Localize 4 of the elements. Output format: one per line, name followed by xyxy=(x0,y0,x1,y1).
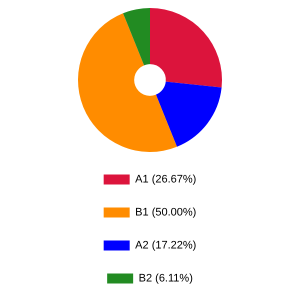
legend-label: B1 (50.00%) xyxy=(135,206,196,219)
legend-label: A1 (26.67%) xyxy=(135,174,196,186)
legend-label: B2 (6.11%) xyxy=(138,272,193,285)
legend-label: A2 (17.22%) xyxy=(135,240,196,252)
